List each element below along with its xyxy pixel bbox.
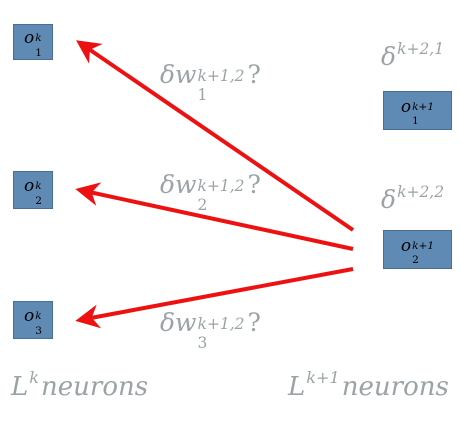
weight-label-3: δw k+1,2 3? <box>160 308 261 352</box>
right-neuron-1: o k+1 1 <box>383 91 452 130</box>
delta-label-2: δk+2,2 <box>381 183 445 214</box>
right-layer-label: Lk+1neurons <box>288 368 449 403</box>
weight-label-1: δw k+1,2 1? <box>160 60 261 104</box>
arrow-to-neuron-1 <box>76 40 355 232</box>
right-neuron-2: o k+1 2 <box>383 230 452 269</box>
weight-label-2: δw k+1,2 2? <box>160 170 261 214</box>
arrow-to-neuron-2 <box>75 182 354 251</box>
left-layer-label: Lkneurons <box>11 368 149 403</box>
arrow-to-neuron-3 <box>75 267 354 329</box>
delta-label-1: δk+2,1 <box>381 40 445 71</box>
